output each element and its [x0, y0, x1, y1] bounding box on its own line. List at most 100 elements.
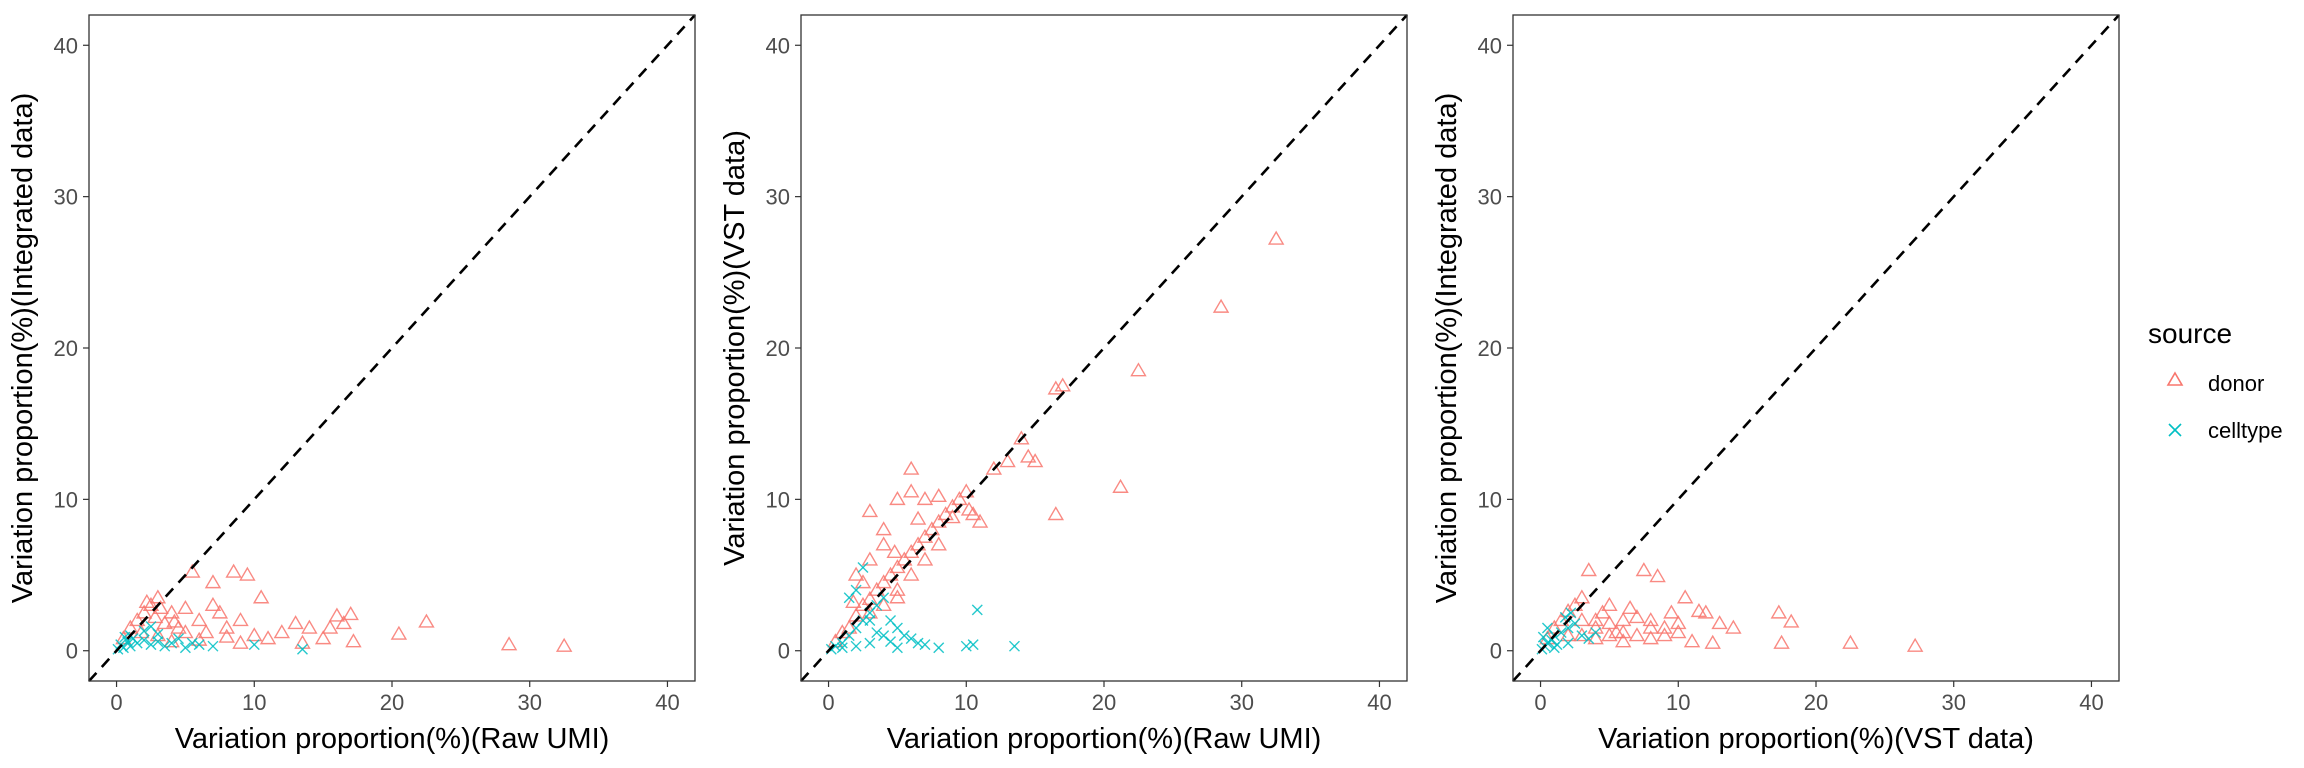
point-donor	[184, 563, 201, 578]
y-tick-label: 30	[766, 185, 790, 210]
point-donor	[937, 506, 954, 521]
point-donor	[177, 599, 194, 615]
point-donor	[156, 615, 173, 630]
point-donor	[135, 604, 153, 619]
point-donor	[964, 506, 982, 521]
point-donor	[1601, 627, 1618, 642]
point-donor	[1782, 613, 1800, 628]
point-celltype-stroke	[971, 604, 983, 616]
point-donor	[225, 563, 242, 578]
y-tick-label: 10	[1478, 487, 1502, 512]
point-donor	[500, 636, 518, 651]
point-donor	[1212, 298, 1230, 313]
point-celltype	[1555, 627, 1567, 639]
point-donor	[930, 513, 947, 528]
point-donor	[889, 581, 906, 596]
legend-entry-celltype: celltype	[2168, 418, 2283, 443]
x-tick-label: 0	[822, 690, 834, 715]
x-tick-label: 0	[110, 690, 122, 715]
x-axis-title: Variation proportion(%)(Raw UMI)	[175, 723, 610, 755]
point-donor	[1587, 630, 1604, 645]
legend-title: source	[2148, 318, 2232, 349]
point-donor	[1573, 589, 1591, 604]
point-celltype	[117, 642, 129, 654]
point-donor	[1130, 362, 1147, 377]
point-celltype	[1562, 637, 1574, 649]
point-celltype-stroke	[1008, 640, 1020, 652]
point-celltype-stroke	[960, 640, 972, 652]
point-donor	[951, 490, 968, 506]
point-celltype-stroke	[843, 592, 855, 604]
point-celltype	[186, 637, 198, 649]
point-celltype	[1008, 640, 1020, 652]
legend-entry-donor: donor	[2166, 371, 2264, 396]
point-donor	[142, 596, 160, 612]
point-celltype	[885, 636, 897, 648]
point-donor	[287, 615, 304, 630]
point-celltype-stroke	[878, 592, 890, 604]
scatter-panel-raw-vs-vst: 0 0 10 10 20 20 30 30 40 40 Variation proportion(%…	[719, 14, 1408, 755]
point-donor	[1770, 604, 1788, 619]
point-donor	[1601, 596, 1618, 612]
point-donor	[177, 624, 194, 639]
point-celltype-stroke	[829, 640, 841, 652]
point-donor	[1621, 599, 1639, 615]
point-celltype-stroke	[1555, 627, 1567, 639]
scatter-panel-vst-vs-integrated: 0 0 10 10 20 20 30 30 40 40 Variation proportion(%…	[1431, 14, 2120, 755]
point-celltype	[145, 639, 157, 651]
point-celltype-stroke	[898, 630, 910, 642]
point-donor	[889, 589, 906, 604]
point-celltype	[898, 630, 910, 642]
point-donor	[1697, 604, 1715, 619]
point-celltype	[152, 628, 164, 640]
point-celltype	[1590, 627, 1602, 639]
point-donor	[1112, 478, 1129, 493]
point-donor	[868, 581, 885, 596]
point-donor	[944, 509, 961, 524]
point-donor	[1711, 615, 1728, 630]
point-donor	[1580, 562, 1597, 577]
point-celltype-stroke	[885, 614, 897, 626]
point-celltype-stroke	[131, 637, 143, 649]
y-tick-label: 30	[1478, 185, 1502, 210]
point-donor	[232, 634, 249, 649]
point-celltype	[919, 639, 931, 651]
point-donor	[1026, 453, 1044, 468]
point-celltype	[864, 614, 876, 626]
point-celltype-stroke	[919, 639, 931, 651]
x-axis-title: Variation proportion(%)(Raw UMI)	[887, 723, 1322, 755]
y-tick-label: 10	[766, 487, 790, 512]
point-celltype	[1569, 617, 1581, 629]
point-celltype-stroke	[122, 636, 134, 648]
point-donor	[1656, 619, 1673, 634]
point-donor	[944, 498, 961, 513]
y-tick-label: 0	[778, 639, 790, 664]
x-tick-label: 40	[2079, 690, 2103, 715]
point-donor	[122, 619, 139, 634]
point-donor	[930, 536, 947, 551]
point-celltype	[1537, 631, 1549, 643]
point-donor	[861, 604, 879, 619]
point-donor	[204, 596, 222, 612]
point-donor	[1656, 627, 1673, 642]
point-celltype	[1576, 630, 1588, 642]
point-donor	[889, 559, 906, 574]
point-donor	[232, 612, 249, 627]
point-celltype	[971, 604, 983, 616]
point-celltype-stroke	[1541, 622, 1553, 634]
point-donor	[1683, 633, 1701, 648]
data-points	[112, 563, 573, 655]
point-donor	[916, 528, 934, 543]
legend-label-donor: donor	[2208, 371, 2264, 396]
x-tick-label: 10	[1666, 690, 1690, 715]
point-celltype-stroke	[891, 622, 903, 634]
data-points	[1536, 562, 1924, 655]
point-donor	[1663, 604, 1680, 619]
point-donor	[985, 460, 1003, 475]
x-axis-title: Variation proportion(%)(VST data)	[1598, 723, 2034, 755]
point-celltype-stroke	[1548, 642, 1560, 654]
point-donor	[909, 510, 927, 525]
point-celltype	[850, 640, 862, 652]
point-donor	[218, 619, 235, 634]
point-donor	[294, 634, 311, 649]
